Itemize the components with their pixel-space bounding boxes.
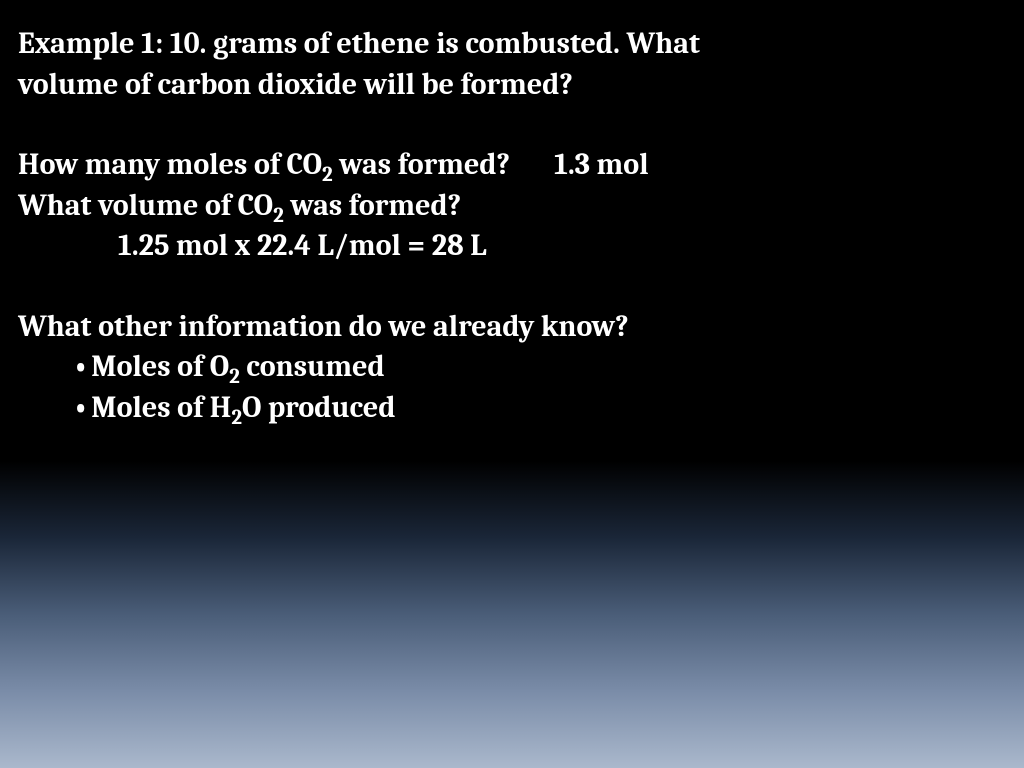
- question-1-row: How many moles of CO2 was formed? 1.3 mo…: [18, 145, 1006, 186]
- question-1-answer: 1.3 mol: [554, 145, 648, 186]
- spacer: [18, 105, 1006, 145]
- bullet-list: Moles of O2 consumed Moles of H2O produc…: [18, 347, 1006, 428]
- question-2-calc: 1.25 mol x 22.4 L/mol = 28 L: [18, 226, 1006, 267]
- title-line-1: Example 1: 10. grams of ethene is combus…: [18, 24, 1006, 65]
- bullet-item-1: Moles of O2 consumed: [74, 347, 1006, 388]
- question-2-row: What volume of CO2 was formed?: [18, 186, 1006, 227]
- spacer-2: [18, 267, 1006, 307]
- bullet-1-text: Moles of O2 consumed: [91, 347, 384, 388]
- question-2-text: What volume of CO2 was formed?: [18, 188, 461, 223]
- question-1-text: How many moles of CO2 was formed?: [18, 145, 510, 186]
- bullet-item-2: Moles of H2O produced: [74, 388, 1006, 429]
- bullet-2-text: Moles of H2O produced: [91, 388, 395, 429]
- title-line-2: volume of carbon dioxide will be formed?: [18, 65, 1006, 106]
- question-3-text: What other information do we already kno…: [18, 307, 1006, 348]
- slide-content: Example 1: 10. grams of ethene is combus…: [0, 0, 1024, 452]
